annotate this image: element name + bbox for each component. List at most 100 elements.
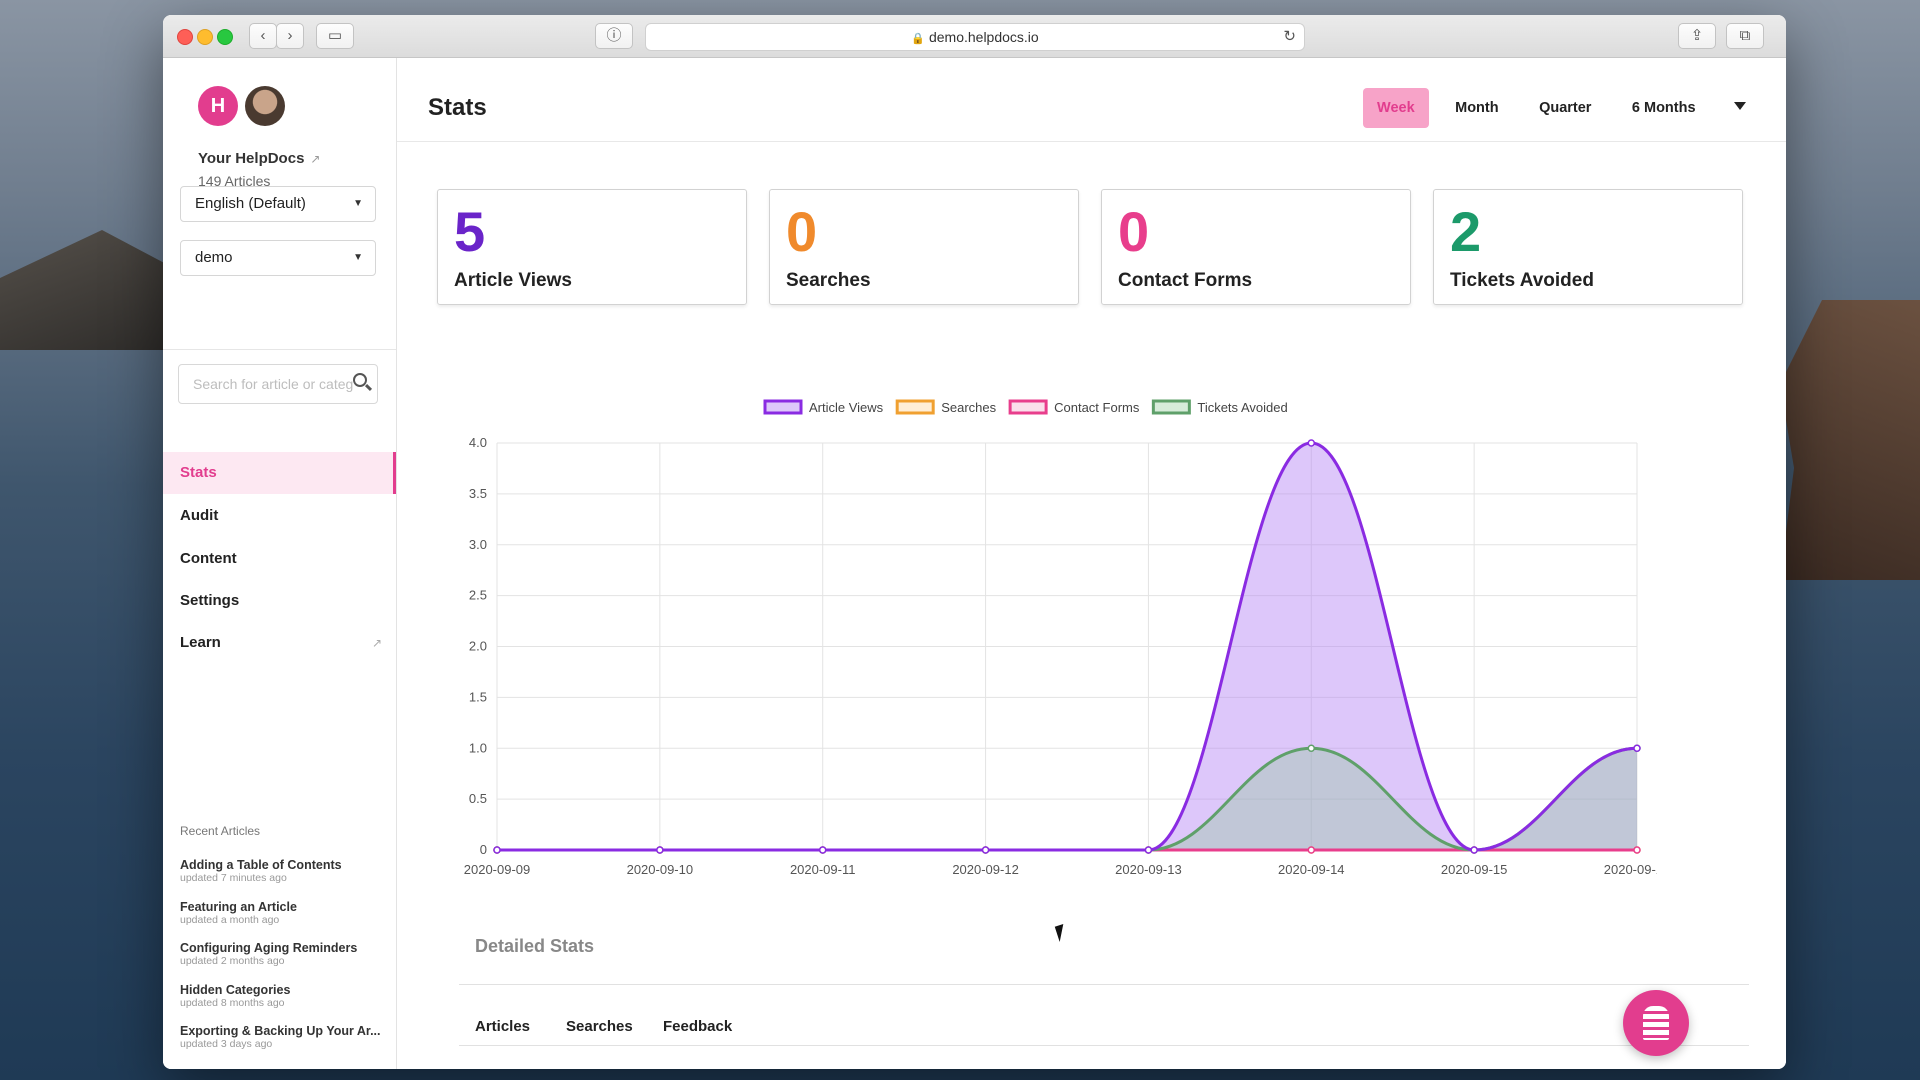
legend-label: Searches: [941, 400, 996, 415]
external-link-icon[interactable]: ↗: [310, 152, 321, 166]
data-point: [1633, 846, 1641, 854]
legend-swatch: [1151, 399, 1191, 415]
recent-article[interactable]: Configuring Aging Reminders updated 2 mo…: [180, 941, 385, 967]
search-icon[interactable]: [353, 373, 367, 387]
site-select[interactable]: demo ▼: [180, 240, 376, 276]
sidebar: H Your HelpDocs ↗ 149 Articles English (D…: [163, 58, 397, 1069]
site-name[interactable]: Your HelpDocs ↗: [198, 150, 320, 167]
recent-article-title[interactable]: Hidden Categories: [180, 983, 291, 997]
tabs-overview-icon[interactable]: ⧉: [1726, 23, 1764, 49]
helpdocs-logo[interactable]: H: [198, 86, 238, 126]
minimize-window-button[interactable]: [197, 29, 213, 45]
recent-article[interactable]: Exporting & Backing Up Your Ar... update…: [180, 1024, 385, 1050]
nav-learn-label: Learn: [180, 634, 221, 651]
language-select[interactable]: English (Default) ▼: [180, 186, 376, 222]
recent-article-title[interactable]: Exporting & Backing Up Your Ar...: [180, 1024, 381, 1038]
range-6-months-button[interactable]: 6 Months: [1631, 100, 1696, 116]
x-tick-label: 2020-09-12: [952, 862, 1019, 877]
recent-article-title[interactable]: Adding a Table of Contents: [180, 858, 342, 872]
stat-value: 5: [454, 200, 486, 263]
y-tick-label: 1.0: [469, 740, 487, 755]
lock-icon: 🔒: [911, 33, 925, 45]
url-text: demo.helpdocs.io: [928, 29, 1039, 45]
legend-swatch: [763, 399, 803, 415]
recent-article[interactable]: Hidden Categories updated 8 months ago: [180, 983, 385, 1009]
divider: [397, 141, 1786, 142]
data-point: [493, 846, 501, 854]
recent-article[interactable]: Adding a Table of Contents updated 7 min…: [180, 858, 385, 884]
tab-searches[interactable]: Searches: [566, 1018, 633, 1035]
sidebar-toggle-icon[interactable]: ▭: [316, 23, 354, 49]
recent-article-title[interactable]: Configuring Aging Reminders: [180, 941, 358, 955]
stat-label: Tickets Avoided: [1450, 270, 1594, 291]
data-point: [1307, 744, 1316, 752]
site-select-value: demo: [195, 249, 233, 266]
stat-value: 2: [1450, 200, 1482, 263]
divider: [459, 1045, 1749, 1046]
divider: [459, 984, 1749, 985]
detailed-stats-title: Detailed Stats: [475, 936, 595, 956]
reload-icon[interactable]: ↻: [1283, 28, 1296, 45]
desktop-rock: [0, 230, 170, 350]
y-tick-label: 0.5: [469, 791, 487, 806]
recent-article[interactable]: Featuring an Article updated a month ago: [180, 900, 385, 926]
nav-learn[interactable]: Learn ↗: [163, 622, 396, 664]
range-week-button[interactable]: Week: [1363, 88, 1429, 128]
avatar[interactable]: [245, 86, 285, 126]
zoom-window-button[interactable]: [217, 29, 233, 45]
y-tick-label: 3.0: [469, 537, 487, 552]
close-window-button[interactable]: [177, 29, 193, 45]
range-month-button[interactable]: Month: [1455, 100, 1499, 116]
y-tick-label: 3.5: [469, 486, 487, 501]
series-line: [496, 441, 1638, 852]
x-tick-label: 2020-09-15: [1441, 862, 1508, 877]
y-tick-label: 4.0: [469, 435, 487, 450]
y-tick-label: 2.5: [469, 588, 487, 603]
legend-label: Tickets Avoided: [1197, 400, 1287, 415]
data-point: [1307, 439, 1316, 447]
nav-stats[interactable]: Stats: [163, 452, 396, 494]
data-point: [1633, 744, 1641, 752]
nav-audit[interactable]: Audit: [180, 507, 219, 524]
recent-article-updated: updated 3 days ago: [180, 1038, 273, 1050]
forward-arrow-icon[interactable]: ›: [276, 23, 304, 49]
filter-icon[interactable]: [1734, 102, 1746, 110]
article-count: 149 Articles: [198, 173, 271, 189]
stats-chart: 0 0.5 1.0 1.5 2.0 2.5 3.0 3.5 4.0 2020-09-09 2020-…: [437, 358, 1670, 898]
data-point: [818, 846, 827, 854]
y-tick-label: 2.0: [469, 639, 487, 654]
tab-articles[interactable]: Articles: [475, 1018, 531, 1035]
x-tick-label: 2020-09-14: [1278, 862, 1345, 877]
share-icon[interactable]: ⇪: [1678, 23, 1716, 49]
browser-window: ‹ › ▭ ⓘ 🔒 demo.helpdocs.io ↻ ⇪ ⧉ H Your H…: [163, 15, 1786, 1069]
password-manager-icon[interactable]: ⓘ: [595, 23, 633, 49]
help-beacon-button[interactable]: [1623, 990, 1689, 1056]
data-point: [1470, 846, 1478, 854]
stat-card-article-views: 5 Article Views: [437, 189, 747, 305]
legend-label: Contact Forms: [1054, 400, 1140, 415]
range-selector: Week Month Quarter 6 Months: [1355, 88, 1746, 128]
tab-feedback[interactable]: Feedback: [663, 1018, 733, 1035]
stat-card-searches: 0 Searches: [769, 189, 1079, 305]
range-quarter-button[interactable]: Quarter: [1539, 100, 1592, 116]
data-point: [1144, 846, 1153, 854]
search-box[interactable]: [178, 364, 378, 404]
nav-content[interactable]: Content: [180, 550, 237, 567]
x-tick-label: 2020-09-10: [627, 862, 694, 877]
nav-settings[interactable]: Settings: [180, 592, 240, 609]
main-content: Stats Week Month Quarter 6 Months 5 Arti…: [397, 58, 1786, 1069]
external-link-icon: ↗: [371, 636, 382, 650]
legend-swatch: [895, 399, 935, 415]
caret-down-icon: ▼: [353, 252, 363, 263]
recent-article-updated: updated 7 minutes ago: [180, 872, 287, 884]
address-bar[interactable]: 🔒 demo.helpdocs.io ↻: [645, 23, 1305, 51]
stat-card-tickets-avoided: 2 Tickets Avoided: [1433, 189, 1743, 305]
y-tick-label: 0: [480, 842, 487, 857]
recent-article-updated: updated 2 months ago: [180, 955, 285, 967]
recent-articles-heading: Recent Articles: [180, 824, 261, 838]
series-area: [497, 748, 1637, 850]
search-input[interactable]: [191, 365, 355, 403]
back-arrow-icon[interactable]: ‹: [249, 23, 277, 49]
page-title: Stats: [428, 94, 487, 121]
recent-article-title[interactable]: Featuring an Article: [180, 900, 297, 914]
